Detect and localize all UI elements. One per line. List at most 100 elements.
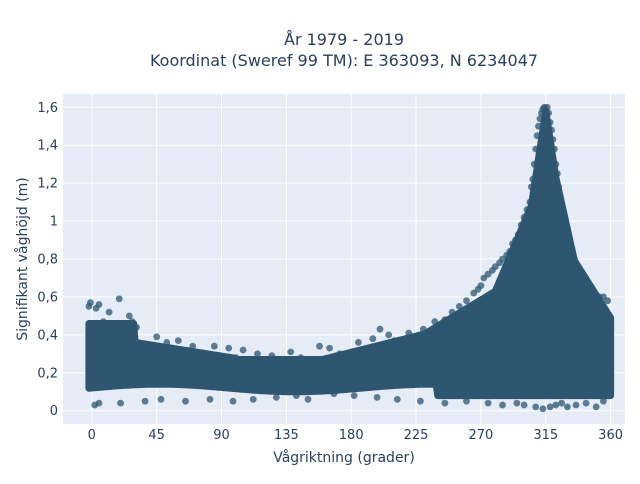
tick-labels: 0 45 90 135 180 225 270 315 360 0 0,2 0,4 0,6 0,8 1 1,2… xyxy=(37,101,623,443)
data-point xyxy=(366,359,374,367)
data-point xyxy=(523,206,531,214)
data-point xyxy=(604,356,612,363)
data-point xyxy=(215,359,223,367)
data-point xyxy=(278,367,286,375)
x-tick-label: 360 xyxy=(598,428,623,443)
data-point xyxy=(512,236,519,244)
data-point xyxy=(369,335,377,343)
data-point xyxy=(150,352,158,360)
data-point xyxy=(89,331,97,339)
data-point xyxy=(513,312,521,320)
data-point xyxy=(343,365,351,373)
y-tick-label: 1,6 xyxy=(37,101,58,116)
data-point xyxy=(114,339,122,346)
chart-title-line1: År 1979 - 2019 xyxy=(284,30,404,49)
data-point xyxy=(157,395,165,403)
data-point xyxy=(405,329,413,337)
data-point xyxy=(203,367,211,375)
data-point xyxy=(532,145,540,153)
data-point xyxy=(362,352,369,360)
data-point xyxy=(448,361,456,369)
data-point xyxy=(571,344,578,352)
data-point xyxy=(417,397,424,405)
data-point xyxy=(532,403,540,411)
data-point xyxy=(451,327,459,335)
data-point xyxy=(87,299,94,306)
x-tick-label: 225 xyxy=(404,428,429,443)
data-point xyxy=(275,359,283,367)
data-point xyxy=(455,303,463,310)
data-point xyxy=(319,359,326,367)
data-point xyxy=(549,354,557,361)
y-tick-label: 1,4 xyxy=(37,139,58,154)
data-point xyxy=(516,289,524,297)
data-point xyxy=(564,240,571,248)
data-point xyxy=(255,356,263,363)
data-point xyxy=(154,346,162,354)
dense-point-cloud xyxy=(85,107,615,400)
data-point xyxy=(94,344,101,352)
data-point xyxy=(235,361,243,369)
data-point xyxy=(419,325,427,333)
data-point xyxy=(268,352,276,360)
data-point xyxy=(582,399,590,407)
data-point xyxy=(477,331,485,339)
data-point xyxy=(551,145,558,153)
y-tick-label: 0 xyxy=(50,404,58,419)
data-point xyxy=(546,119,554,126)
data-point xyxy=(99,335,107,343)
data-point xyxy=(388,358,395,365)
data-point xyxy=(530,160,538,168)
data-point xyxy=(553,170,561,178)
x-tick-label: 135 xyxy=(274,428,299,443)
data-point xyxy=(538,327,545,335)
data-point xyxy=(206,395,214,403)
data-point xyxy=(121,322,129,329)
data-point xyxy=(569,259,577,267)
data-point xyxy=(333,375,341,382)
data-point xyxy=(385,331,393,339)
data-point xyxy=(517,221,525,229)
data-point xyxy=(561,230,568,238)
data-point xyxy=(95,301,103,308)
data-point xyxy=(268,373,276,380)
data-point xyxy=(232,354,240,361)
data-point xyxy=(195,350,202,358)
data-point xyxy=(130,331,138,339)
data-point xyxy=(301,369,309,377)
data-point xyxy=(499,316,506,324)
data-point xyxy=(605,327,613,335)
data-point xyxy=(587,301,594,308)
data-point xyxy=(555,183,563,191)
data-point xyxy=(441,399,449,407)
data-point xyxy=(411,354,418,361)
x-axis-label: Vågriktning (grader) xyxy=(273,449,415,466)
data-point xyxy=(529,175,537,183)
data-point xyxy=(391,337,398,344)
data-point xyxy=(355,339,362,346)
data-point xyxy=(160,363,168,371)
data-point xyxy=(117,359,124,367)
data-point xyxy=(290,375,297,382)
data-point xyxy=(542,340,550,348)
data-point xyxy=(463,297,470,305)
data-point xyxy=(601,340,609,348)
data-point xyxy=(189,342,197,350)
data-point xyxy=(549,136,557,143)
data-point xyxy=(467,320,475,327)
data-points xyxy=(85,103,615,413)
data-point xyxy=(600,397,607,405)
data-point xyxy=(163,339,171,346)
data-point xyxy=(249,395,257,403)
y-tick-label: 0,2 xyxy=(37,366,58,381)
data-point xyxy=(543,103,551,111)
data-point xyxy=(579,335,587,343)
data-point xyxy=(520,401,528,409)
data-point xyxy=(572,401,580,409)
data-point xyxy=(506,350,514,358)
x-tick-label: 0 xyxy=(88,428,96,443)
data-point xyxy=(546,403,554,411)
data-point xyxy=(326,344,333,352)
data-point xyxy=(491,354,499,361)
